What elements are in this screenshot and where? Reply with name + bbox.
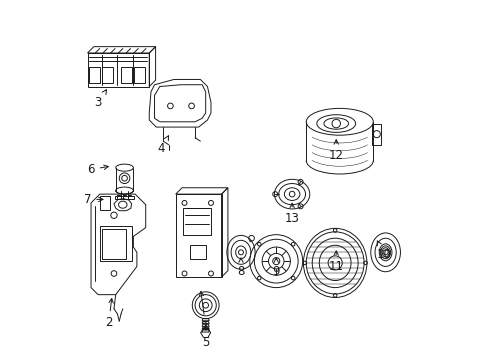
Text: 2: 2 xyxy=(105,298,113,329)
Text: 5: 5 xyxy=(202,325,209,349)
Text: 8: 8 xyxy=(237,258,244,278)
Text: 11: 11 xyxy=(328,251,343,273)
Text: 1: 1 xyxy=(199,292,209,333)
Text: 3: 3 xyxy=(94,90,106,109)
Text: 10: 10 xyxy=(376,241,390,261)
Text: 4: 4 xyxy=(158,136,168,155)
Text: 9: 9 xyxy=(272,258,280,278)
Text: 6: 6 xyxy=(87,163,108,176)
Text: 12: 12 xyxy=(328,140,343,162)
Text: 7: 7 xyxy=(83,193,103,206)
Text: 13: 13 xyxy=(284,203,299,225)
